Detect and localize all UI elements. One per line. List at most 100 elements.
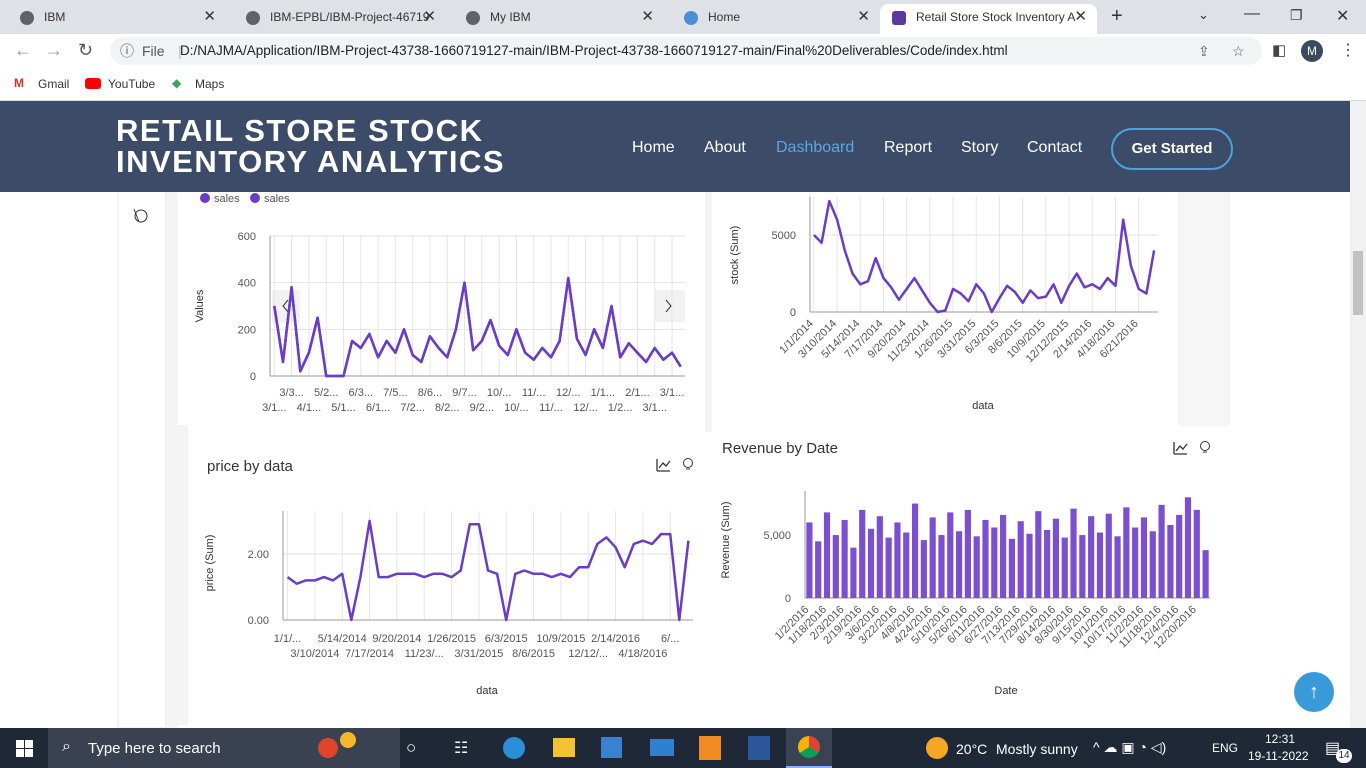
file-explorer[interactable] bbox=[553, 738, 575, 757]
site-title[interactable]: RETAIL STORE STOCK INVENTORY ANALYTICS bbox=[116, 115, 505, 177]
tab-close[interactable]: ✕ bbox=[423, 8, 436, 25]
edge[interactable] bbox=[503, 737, 525, 759]
restore[interactable]: ❐ bbox=[1290, 7, 1303, 23]
panel-background bbox=[1178, 192, 1230, 426]
tab[interactable]: IBM-EPBL/IBM-Project-46719 ✕ bbox=[226, 4, 446, 34]
back[interactable]: ← bbox=[14, 40, 32, 60]
start-button[interactable] bbox=[16, 740, 33, 757]
word[interactable] bbox=[748, 736, 770, 760]
scroll-thumb[interactable] bbox=[1353, 251, 1363, 315]
mail[interactable] bbox=[650, 739, 674, 756]
bar bbox=[1070, 508, 1077, 598]
y-tick-label: 400 bbox=[238, 278, 256, 290]
bar bbox=[859, 509, 866, 598]
y-tick-label: 0 bbox=[250, 371, 256, 383]
store[interactable] bbox=[601, 737, 622, 758]
tab-close[interactable]: ✕ bbox=[203, 8, 216, 25]
legend-marker bbox=[200, 193, 210, 203]
chart-title: Revenue by Date bbox=[722, 440, 838, 457]
search-box[interactable]: ⌕ Type here to search bbox=[48, 728, 400, 768]
bar bbox=[885, 537, 892, 598]
clock-time[interactable]: 12:31 bbox=[1265, 732, 1296, 746]
carousel-next[interactable] bbox=[655, 290, 685, 322]
tab[interactable]: My IBM ✕ bbox=[446, 4, 664, 34]
bar bbox=[1132, 527, 1139, 598]
bar bbox=[832, 535, 839, 598]
back-to-top[interactable]: ↑ bbox=[1294, 672, 1334, 712]
sublime[interactable] bbox=[699, 736, 721, 760]
bar bbox=[955, 531, 963, 598]
temperature[interactable]: 20°C bbox=[956, 741, 988, 757]
x-tick-label: 5/14/2014 bbox=[318, 633, 367, 645]
x-tick-label: 1/1/... bbox=[274, 633, 302, 645]
insight-icon[interactable] bbox=[1200, 441, 1210, 453]
bar bbox=[929, 517, 936, 598]
y-tick-label: 0 bbox=[785, 593, 791, 605]
insight-icon[interactable] bbox=[683, 458, 693, 470]
bar bbox=[1123, 507, 1130, 598]
nav-link[interactable]: Report bbox=[884, 139, 933, 156]
bar bbox=[1105, 513, 1112, 598]
address-bar[interactable]: ⓘ File | D:/NAJMA/Application/IBM-Projec… bbox=[110, 37, 1262, 65]
tab-close[interactable]: ✕ bbox=[1074, 8, 1087, 25]
line bbox=[813, 199, 1156, 314]
close[interactable]: ✕ bbox=[1336, 8, 1350, 25]
tab-search[interactable]: ⌄ bbox=[1198, 7, 1209, 22]
widgets[interactable]: ☷ bbox=[454, 740, 469, 757]
bar bbox=[1000, 514, 1007, 598]
nav-link[interactable]: Story bbox=[961, 139, 999, 156]
tab-close[interactable]: ✕ bbox=[857, 8, 870, 25]
tray-icons[interactable]: ^ ☁ ▣ ◔ ◁) bbox=[1093, 739, 1167, 755]
x-axis-label: Date bbox=[994, 685, 1017, 697]
menu[interactable]: ⋮ bbox=[1340, 42, 1356, 59]
forward[interactable]: → bbox=[45, 40, 63, 60]
nav-link[interactable]: Home bbox=[632, 139, 675, 156]
legend-marker bbox=[250, 193, 260, 203]
chrome-icon bbox=[798, 736, 820, 758]
bar bbox=[806, 522, 813, 598]
weather[interactable]: Mostly sunny bbox=[996, 741, 1078, 757]
x-tick-label: 3/1... bbox=[262, 402, 286, 414]
chart-icon[interactable] bbox=[656, 459, 671, 472]
bookmark[interactable]: Maps bbox=[195, 77, 225, 91]
share-icon[interactable]: ⇪ bbox=[1198, 43, 1210, 59]
minimize[interactable]: — bbox=[1244, 5, 1260, 22]
scrollbar[interactable] bbox=[1350, 101, 1366, 728]
side-panel[interactable]: ◧ bbox=[1272, 42, 1287, 59]
bar bbox=[823, 512, 831, 598]
toolbar: ← → ↻ ⓘ File | D:/NAJMA/Application/IBM-… bbox=[0, 34, 1366, 68]
title-line: INVENTORY ANALYTICS bbox=[116, 144, 506, 179]
chart-icon[interactable] bbox=[1173, 442, 1188, 455]
x-tick-label: 10/9/2015 bbox=[536, 633, 585, 645]
task-view[interactable]: ○ bbox=[406, 738, 417, 757]
nav-link[interactable]: Contact bbox=[1027, 139, 1083, 156]
sidebar-icon[interactable] bbox=[133, 208, 148, 223]
bookmark[interactable]: Gmail bbox=[38, 77, 70, 91]
nav-link[interactable]: About bbox=[704, 139, 746, 156]
x-tick-label: 12/12/... bbox=[568, 648, 608, 660]
bar bbox=[982, 519, 989, 598]
language[interactable]: ENG bbox=[1212, 741, 1239, 755]
reload[interactable]: ↻ bbox=[78, 40, 94, 60]
gmail-icon: M bbox=[14, 76, 24, 90]
profile[interactable]: M bbox=[1301, 40, 1323, 62]
chrome[interactable] bbox=[786, 728, 832, 768]
get-started-button[interactable]: Get Started bbox=[1111, 128, 1233, 170]
tab[interactable]: IBM ✕ bbox=[0, 4, 226, 34]
tab[interactable]: Retail Store Stock Inventory A ✕ bbox=[880, 4, 1097, 34]
tab-close[interactable]: ✕ bbox=[641, 8, 654, 25]
tab-icon bbox=[684, 11, 698, 25]
taskbar: ⌕ Type here to search ○ ☷ 20°C Mostly su… bbox=[0, 728, 1366, 768]
bookmark[interactable]: YouTube bbox=[108, 77, 156, 91]
x-tick-label: 8/2... bbox=[435, 402, 459, 414]
clock-date[interactable]: 19-11-2022 bbox=[1248, 749, 1309, 763]
tab[interactable]: Home ✕ bbox=[664, 4, 880, 34]
y-axis-label: Values bbox=[194, 289, 206, 322]
nav-link-active[interactable]: Dashboard bbox=[776, 139, 855, 156]
search-placeholder: Type here to search bbox=[88, 740, 221, 757]
bar bbox=[876, 516, 883, 598]
tab-title: IBM-EPBL/IBM-Project-46719 bbox=[270, 10, 430, 24]
bookmark-star[interactable]: ☆ bbox=[1232, 43, 1245, 59]
new-tab[interactable]: + bbox=[1111, 5, 1123, 27]
